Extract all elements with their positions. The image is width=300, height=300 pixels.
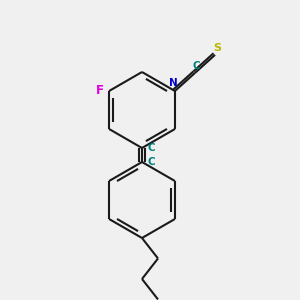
Text: C: C — [148, 143, 156, 153]
Text: S: S — [213, 43, 221, 53]
Text: C: C — [148, 157, 156, 167]
Text: F: F — [96, 85, 104, 98]
Text: N: N — [169, 78, 177, 88]
Text: C: C — [192, 61, 200, 71]
